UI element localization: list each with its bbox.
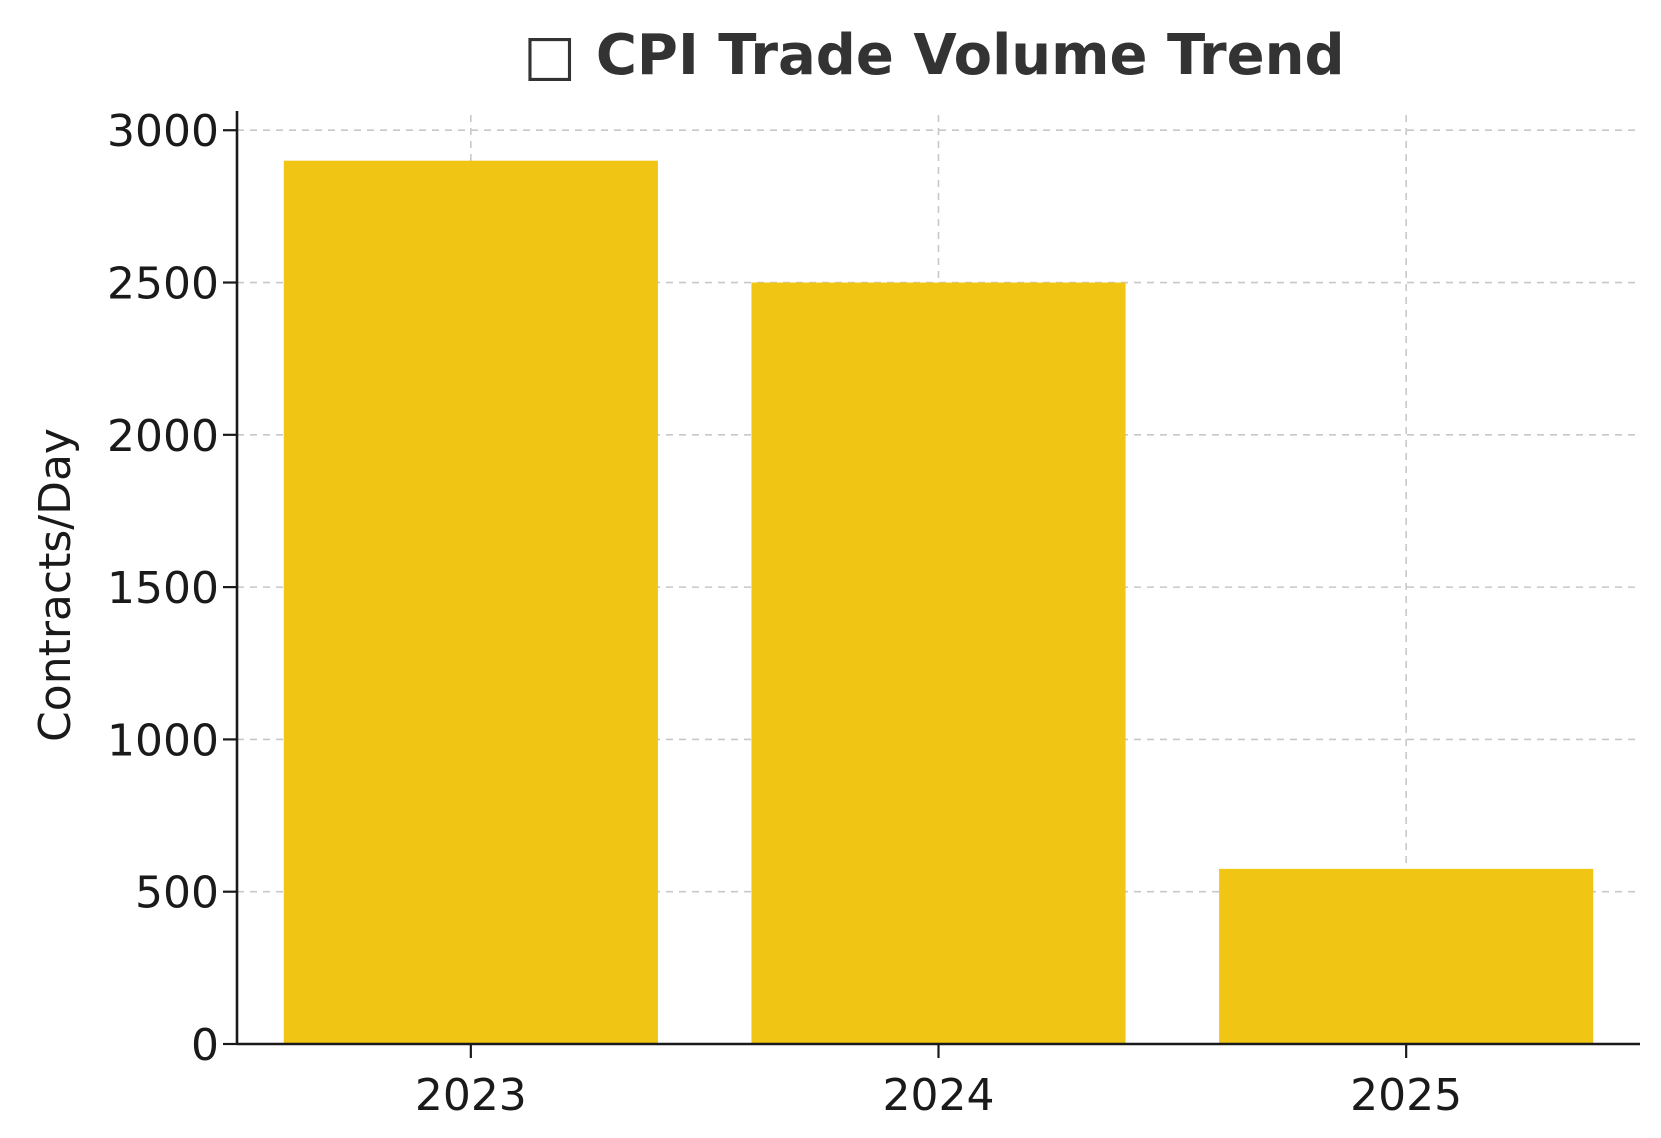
bar-2025 xyxy=(1219,868,1594,1044)
bar-2023 xyxy=(283,160,658,1044)
y-tick-label: 2500 xyxy=(107,259,219,310)
y-tick-label: 3000 xyxy=(107,106,219,157)
chart-title: □ CPI Trade Volume Trend xyxy=(523,23,1344,88)
bars xyxy=(283,160,1594,1044)
y-tick-label: 2000 xyxy=(107,411,219,462)
y-tick-label: 0 xyxy=(191,1020,219,1071)
x-tick-label: 2025 xyxy=(1350,1070,1462,1121)
y-tick-label: 1500 xyxy=(107,563,219,614)
bar-2024 xyxy=(751,282,1126,1044)
x-tick-label: 2023 xyxy=(415,1070,527,1121)
tick-labels: 0 500 1000 1500 2000 2500 3000 2023 2024 2025 xyxy=(107,106,1462,1121)
axes xyxy=(223,111,1640,1058)
y-tick-label: 500 xyxy=(135,868,219,919)
y-axis-label: Contracts/Day xyxy=(30,428,81,742)
y-tick-label: 1000 xyxy=(107,715,219,766)
x-tick-label: 2024 xyxy=(883,1070,995,1121)
